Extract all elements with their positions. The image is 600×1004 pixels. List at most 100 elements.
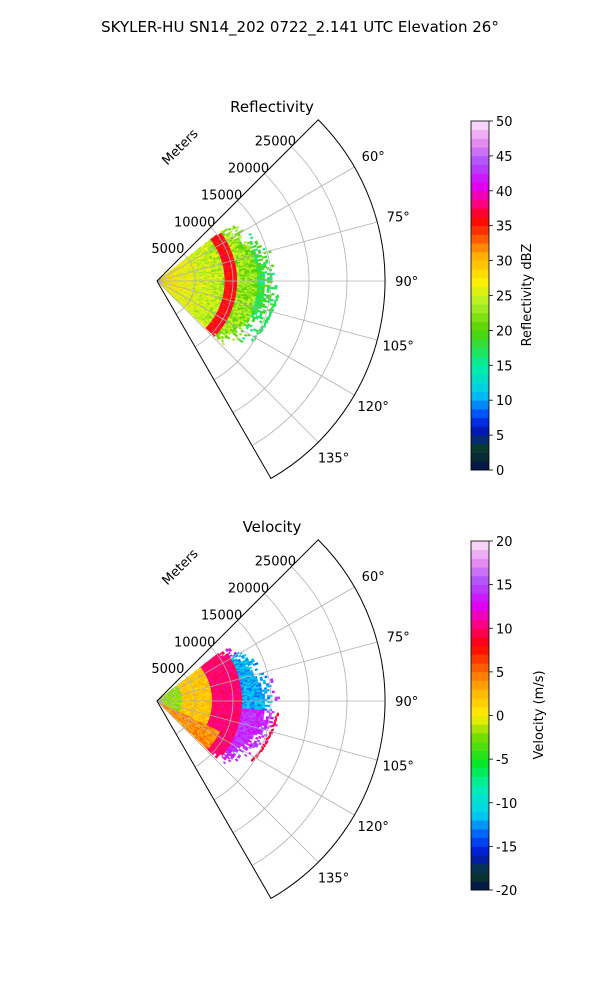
radar-gate [247, 696, 250, 698]
radar-gate [250, 274, 253, 276]
azimuth-tick-label: 90° [395, 275, 418, 290]
radar-gate [230, 698, 233, 699]
radar-gate [265, 300, 268, 302]
radar-gate [242, 696, 245, 698]
radar-gate [255, 276, 258, 278]
radar-gate [260, 696, 263, 698]
radar-gate [252, 284, 255, 286]
radar-gate [264, 306, 267, 309]
radar-gate [272, 287, 275, 289]
radar-gate [250, 237, 253, 240]
radar-gate [262, 690, 265, 692]
radar-gate [235, 278, 238, 279]
radar-gate [260, 276, 263, 278]
radar-gate [264, 266, 267, 268]
radar-gate [239, 333, 242, 336]
colorbar-segment [471, 278, 489, 287]
radar-gate [213, 334, 216, 337]
radar-gate [260, 259, 263, 261]
radar-gate [267, 697, 270, 699]
radar-gate [257, 283, 260, 285]
radar-gate [260, 285, 263, 287]
colorbar-segment [471, 435, 489, 444]
radar-gate [227, 697, 230, 698]
radar-gate [257, 285, 260, 287]
radar-gate [227, 282, 230, 283]
colorbar-segment [471, 156, 489, 165]
radar-gate [252, 283, 255, 285]
radar-gate [252, 696, 255, 698]
radar-gate [263, 248, 266, 251]
velocity-panel: Velocity 50001000015000200002500060°75°9… [151, 518, 547, 899]
radar-gate [267, 267, 270, 269]
radar-gate [245, 276, 248, 278]
radar-gate [232, 338, 235, 341]
radar-gate [240, 277, 243, 279]
colorbar-segment [471, 365, 489, 374]
radar-gate [257, 696, 260, 698]
radar-gate [227, 277, 230, 278]
colorbar-tick-label: 10 [496, 394, 513, 409]
radar-gate [257, 277, 260, 279]
colorbar-segment [471, 400, 489, 409]
radar-gate [228, 228, 231, 231]
radar-gate [239, 274, 242, 276]
radar-gate [247, 283, 250, 285]
echo-line-gate [275, 296, 277, 298]
radar-gate [222, 343, 225, 346]
radar-gate [220, 699, 223, 700]
radar-gate [217, 279, 220, 280]
range-tick-label: 20000 [228, 162, 269, 177]
radar-gate [255, 668, 258, 671]
reflectivity-colorbar-label: Reflectivity dBZ [520, 244, 535, 347]
radar-gate [260, 697, 263, 699]
radar-gate [267, 689, 270, 691]
radar-gate [262, 694, 265, 696]
radar-gate [240, 278, 243, 280]
radar-gate [250, 698, 253, 700]
colorbar-tick-label: 45 [496, 150, 513, 165]
range-tick-label: 15000 [201, 188, 242, 203]
azimuth-tick-label: 105° [383, 340, 414, 355]
radar-gate [229, 655, 232, 658]
reflectivity-title: Reflectivity [230, 98, 314, 116]
radar-gate [247, 278, 250, 280]
colorbar-segment [471, 304, 489, 313]
colorbar-segment [471, 130, 489, 139]
radar-gate [238, 655, 241, 658]
radar-gate [272, 691, 275, 693]
radar-gate [228, 652, 231, 655]
radar-gate [225, 279, 228, 280]
radar-gate [262, 695, 265, 697]
colorbar-segment [471, 418, 489, 427]
radar-gate [249, 693, 252, 695]
radar-gate [275, 285, 278, 287]
range-tick-label: 5000 [151, 242, 184, 257]
radar-gate [264, 691, 267, 693]
colorbar-segment [471, 426, 489, 435]
radar-gate [266, 685, 269, 687]
radar-gate [257, 694, 260, 696]
colorbar-segment [471, 444, 489, 453]
colorbar-segment [471, 182, 489, 191]
radar-gate [252, 278, 255, 280]
colorbar-tick-label: 35 [496, 220, 513, 235]
radar-gate [262, 275, 265, 277]
colorbar-tick-label: 30 [496, 255, 513, 270]
radar-gate [262, 277, 265, 279]
radar-gate [242, 278, 245, 280]
radar-gate [272, 273, 275, 275]
colorbar-segment [471, 173, 489, 182]
colorbar-segment [471, 461, 489, 470]
radar-gate [257, 697, 260, 699]
colorbar-segment [471, 121, 489, 130]
colorbar-tick-label: 25 [496, 290, 513, 305]
radar-gate [277, 697, 280, 699]
radar-gate [242, 276, 245, 278]
radar-gate [247, 698, 250, 700]
radar-gate [262, 283, 265, 285]
radar-gate [255, 283, 257, 285]
